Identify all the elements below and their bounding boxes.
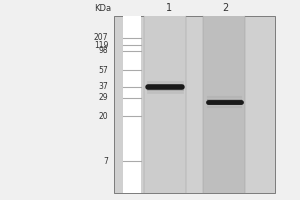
Text: 1: 1 (166, 3, 172, 13)
Text: 119: 119 (94, 41, 108, 50)
Text: 98: 98 (99, 46, 108, 55)
Text: 29: 29 (99, 93, 108, 102)
Bar (203, 16, 245, 193)
Bar (123, 16, 141, 193)
Text: 207: 207 (94, 33, 108, 42)
Text: KDa: KDa (94, 4, 111, 13)
Text: 20: 20 (99, 112, 108, 121)
Text: 7: 7 (103, 157, 108, 166)
Text: 2: 2 (223, 3, 229, 13)
Text: 37: 37 (99, 82, 108, 91)
Text: 57: 57 (99, 66, 108, 75)
Bar (114, 16, 275, 193)
Bar (144, 16, 186, 193)
